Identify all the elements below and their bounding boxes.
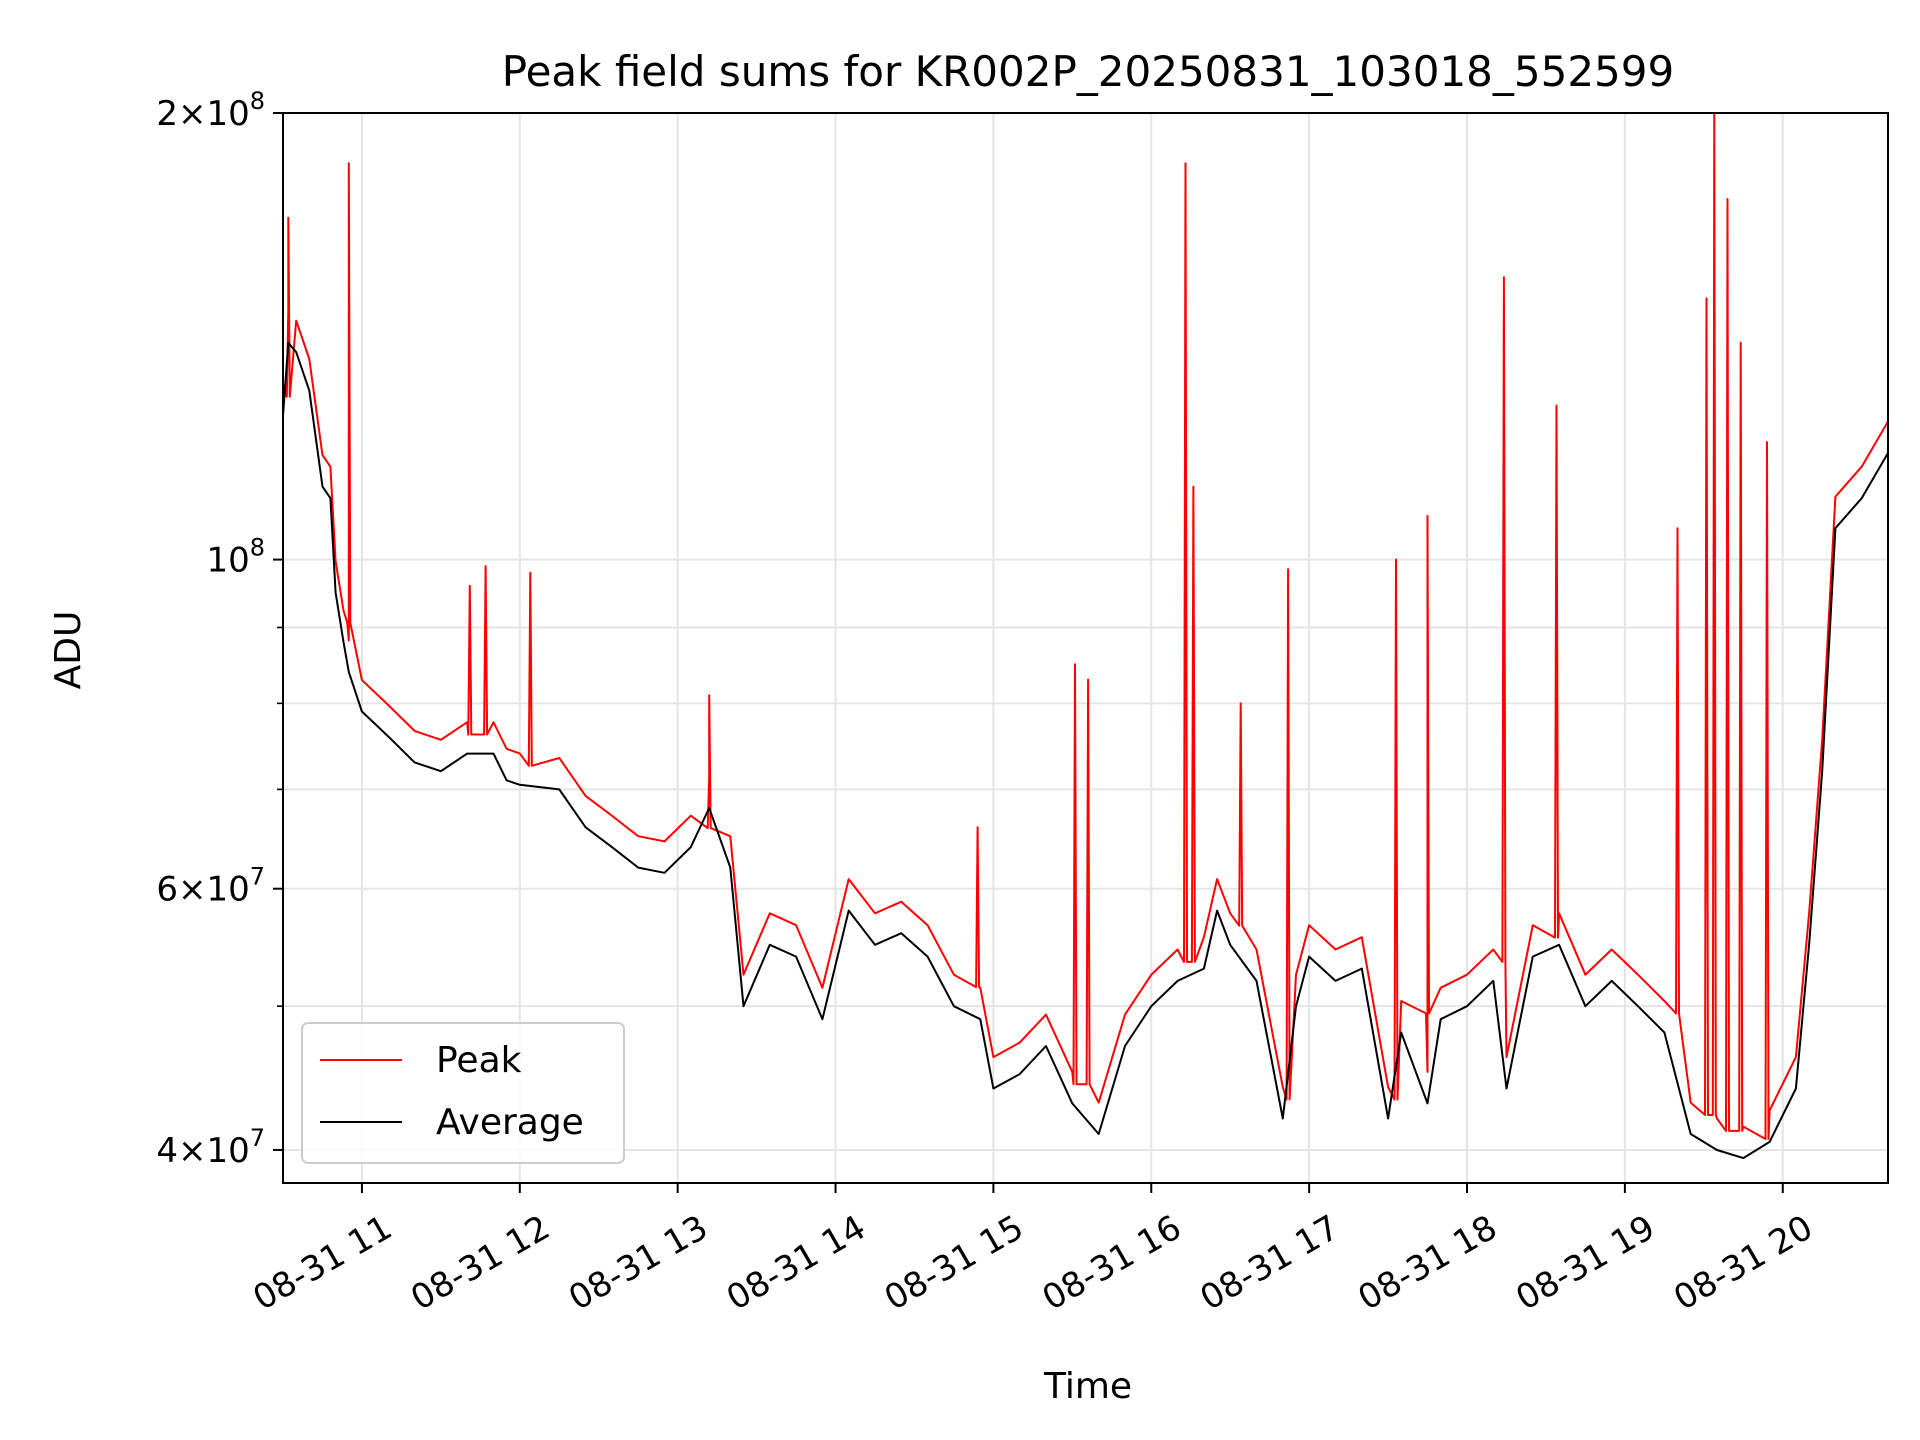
y-tick-label: 4×107 bbox=[156, 1124, 265, 1171]
chart-title: Peak field sums for KR002P_20250831_1030… bbox=[502, 47, 1674, 96]
y-axis-label: ADU bbox=[48, 611, 89, 690]
legend-label-average: Average bbox=[436, 1102, 584, 1143]
x-axis-label: Time bbox=[1043, 1366, 1132, 1407]
average-series-line bbox=[283, 341, 1888, 1160]
y-tick-label: 6×107 bbox=[156, 863, 265, 910]
series-group bbox=[283, 113, 1888, 1160]
peak-series-line bbox=[283, 113, 1888, 1140]
axes-frame bbox=[282, 112, 1889, 1184]
legend: Peak Average bbox=[301, 1022, 625, 1164]
legend-label-peak: Peak bbox=[436, 1040, 522, 1081]
legend-box bbox=[301, 1022, 625, 1164]
y-tick-label: 2×108 bbox=[156, 87, 265, 134]
y-tick-label: 108 bbox=[206, 534, 265, 581]
